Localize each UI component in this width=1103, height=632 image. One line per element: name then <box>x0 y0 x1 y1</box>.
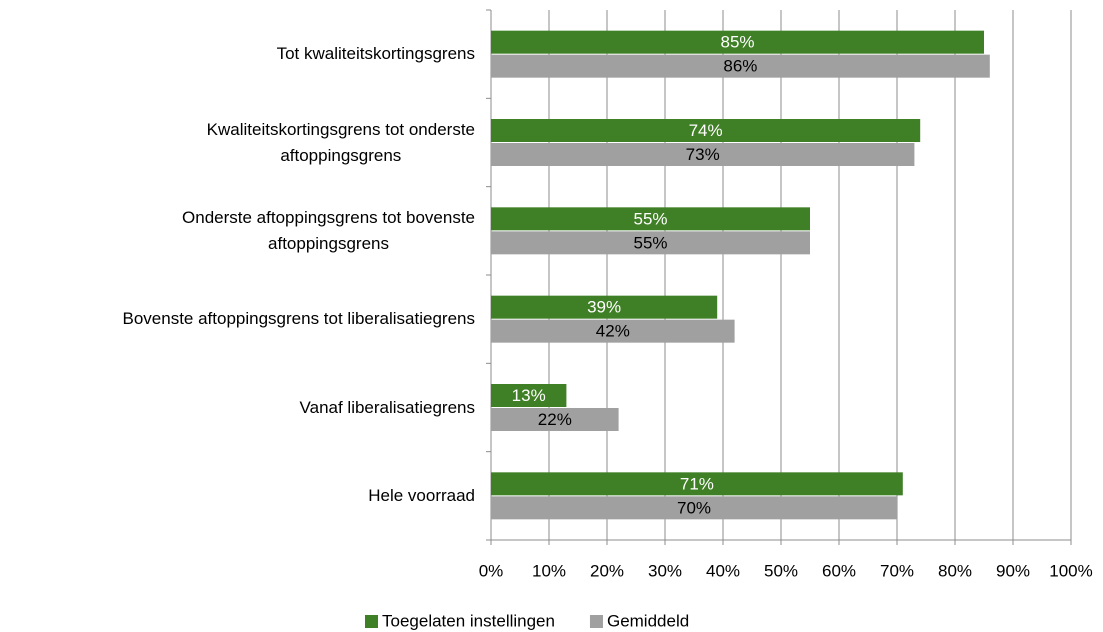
x-tick-label: 40% <box>706 561 740 580</box>
y-tick-label: Bovenste aftoppingsgrens tot liberalisat… <box>122 309 476 329</box>
x-tick-label: 60% <box>822 561 856 580</box>
x-tick-label: 30% <box>648 561 682 580</box>
data-label: 39% <box>587 298 621 317</box>
y-tick-label: Tot kwaliteitskortingsgrens <box>276 44 475 64</box>
data-label: 13% <box>512 386 546 405</box>
y-tick-label: Hele voorraad <box>368 485 475 505</box>
bar <box>491 496 897 520</box>
x-tick-label: 50% <box>764 561 798 580</box>
bar <box>491 54 990 78</box>
bar <box>491 119 921 142</box>
data-label: 70% <box>677 498 711 517</box>
bar <box>491 30 984 54</box>
data-label: 55% <box>633 233 667 252</box>
legend-label: Toegelaten instellingen <box>382 611 555 630</box>
bar <box>491 384 567 407</box>
data-label: 85% <box>720 33 754 52</box>
bar <box>491 207 810 231</box>
bar <box>491 319 735 343</box>
data-label: 73% <box>686 145 720 164</box>
x-tick-label: 100% <box>1049 561 1092 580</box>
legend-swatch <box>589 615 603 628</box>
data-label: 71% <box>680 474 714 493</box>
bar <box>491 231 810 255</box>
data-label: 42% <box>596 322 630 341</box>
x-tick-label: 80% <box>938 561 972 580</box>
x-tick-label: 70% <box>880 561 914 580</box>
y-tick-label: Vanaf liberalisatiegrens <box>299 397 475 417</box>
legend-swatch <box>365 615 378 628</box>
data-label: 74% <box>689 121 723 140</box>
x-tick-label: 20% <box>590 561 624 580</box>
data-label: 22% <box>538 410 572 429</box>
data-label: 86% <box>723 57 757 76</box>
bar <box>491 143 915 166</box>
bar <box>491 472 903 496</box>
y-tick-label: Kwaliteitskortingsgrens tot onderste aft… <box>206 119 475 165</box>
y-tick-label: Onderste aftoppingsgrens tot bovenste af… <box>182 207 475 253</box>
bar <box>491 408 619 431</box>
x-tick-label: 10% <box>532 561 566 580</box>
x-tick-label: 90% <box>996 561 1030 580</box>
data-label: 55% <box>633 209 667 228</box>
x-tick-label: 0% <box>479 561 504 580</box>
legend-label: Gemiddeld <box>607 611 689 630</box>
bar <box>491 295 718 319</box>
